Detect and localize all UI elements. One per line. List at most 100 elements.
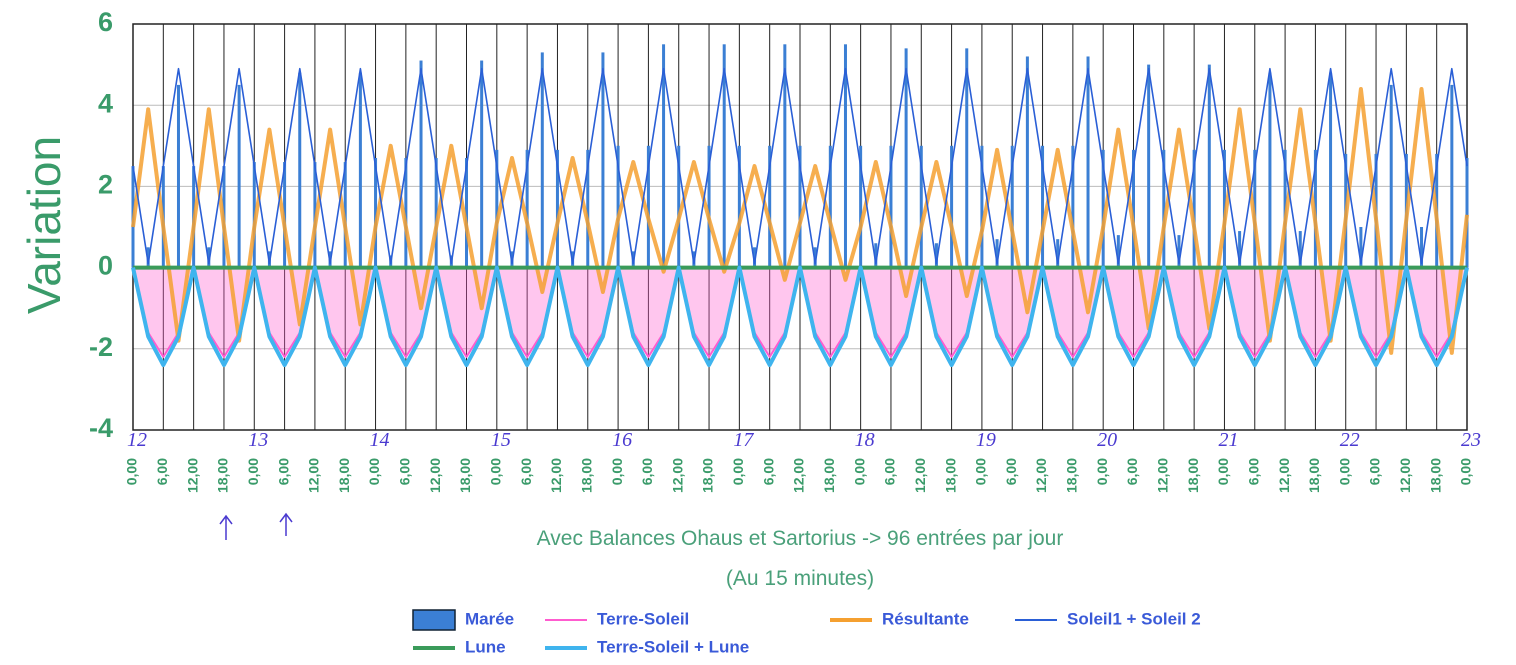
bar bbox=[722, 44, 726, 268]
bar bbox=[465, 157, 468, 268]
x-axis-subtitle: (Au 15 minutes) bbox=[726, 567, 874, 590]
bar bbox=[904, 48, 908, 268]
bar bbox=[1147, 64, 1151, 268]
bar bbox=[601, 52, 605, 268]
bar bbox=[1101, 149, 1105, 268]
bar bbox=[480, 60, 484, 268]
day-label: 21 bbox=[1218, 429, 1238, 451]
x-tick-label: 12,00 bbox=[548, 458, 564, 493]
x-tick-label: 18,00 bbox=[821, 458, 837, 493]
x-tick-label: 0,00 bbox=[1094, 458, 1110, 485]
x-tick-label: 0,00 bbox=[245, 458, 261, 485]
legend-label: Marée bbox=[465, 609, 514, 628]
x-tick-label: 0,00 bbox=[1215, 458, 1231, 485]
bar bbox=[1329, 72, 1333, 268]
bar bbox=[495, 149, 499, 268]
x-tick-label: 6,00 bbox=[1245, 458, 1261, 485]
bar bbox=[176, 84, 180, 268]
x-tick-label: 18,00 bbox=[215, 458, 231, 493]
x-tick-label: 6,00 bbox=[154, 458, 170, 485]
x-tick-label: 0,00 bbox=[1458, 458, 1474, 485]
legend-label: Résultante bbox=[882, 609, 969, 628]
bar bbox=[1177, 235, 1181, 268]
x-tick-label: 18,00 bbox=[1306, 458, 1322, 493]
x-tick-label: 0,00 bbox=[973, 458, 989, 485]
legend-swatch bbox=[412, 609, 456, 631]
y-axis-title: Variation bbox=[18, 136, 70, 314]
y-tick-label: 2 bbox=[98, 170, 113, 200]
x-tick-label: 12,00 bbox=[306, 458, 322, 493]
bar bbox=[146, 247, 150, 268]
x-tick-label: 12,00 bbox=[1397, 458, 1413, 493]
bar bbox=[404, 157, 408, 268]
series-line bbox=[131, 87, 1469, 355]
bar bbox=[995, 239, 999, 268]
bar bbox=[768, 145, 772, 268]
bar bbox=[1025, 56, 1029, 268]
day-label: 15 bbox=[491, 429, 511, 451]
bar bbox=[965, 48, 969, 268]
x-tick-label: 6,00 bbox=[1124, 458, 1140, 485]
legend-label: Soleil1 + Soleil 2 bbox=[1067, 609, 1201, 628]
bar bbox=[237, 84, 241, 268]
bar bbox=[1450, 84, 1454, 268]
x-tick-label: 0,00 bbox=[488, 458, 504, 485]
legend-label: Terre-Soleil + Lune bbox=[597, 637, 749, 656]
bar bbox=[374, 157, 378, 268]
x-tick-label: 12,00 bbox=[427, 458, 443, 493]
annotation-arrows bbox=[219, 512, 293, 540]
x-tick-label: 0,00 bbox=[851, 458, 867, 485]
arrow bbox=[279, 512, 293, 536]
day-label: 22 bbox=[1340, 429, 1360, 451]
bar bbox=[783, 44, 787, 268]
x-tick-label: 18,00 bbox=[700, 458, 716, 493]
bar bbox=[1132, 149, 1135, 268]
bar bbox=[1041, 145, 1045, 268]
bar bbox=[1359, 227, 1363, 268]
bar bbox=[1086, 56, 1090, 268]
x-tick-label: 6,00 bbox=[760, 458, 776, 485]
x-tick-label: 18,00 bbox=[336, 458, 352, 493]
bar bbox=[707, 145, 711, 268]
bar bbox=[1298, 231, 1302, 268]
bar bbox=[737, 145, 741, 268]
bar bbox=[616, 145, 620, 268]
bar bbox=[555, 149, 559, 268]
x-tick-label: 12,00 bbox=[1276, 458, 1292, 493]
bar bbox=[1238, 231, 1242, 268]
bar bbox=[813, 247, 817, 268]
bar bbox=[1207, 64, 1211, 268]
bar bbox=[950, 145, 954, 268]
x-tick-label: 0,00 bbox=[366, 458, 382, 485]
arrow bbox=[219, 514, 233, 540]
x-tick-label: 18,00 bbox=[1185, 458, 1201, 493]
legend-label: Terre-Soleil bbox=[597, 609, 689, 628]
bar bbox=[828, 145, 832, 268]
x-tick-label: 18,00 bbox=[578, 458, 594, 493]
bar bbox=[434, 157, 438, 268]
x-tick-label: 18,00 bbox=[457, 458, 473, 493]
bar bbox=[1071, 145, 1075, 268]
bar bbox=[1056, 239, 1060, 268]
bar bbox=[298, 72, 302, 268]
x-tick-label: 12,00 bbox=[669, 458, 685, 493]
day-label: 13 bbox=[248, 429, 268, 451]
bar bbox=[540, 52, 544, 268]
x-tick-label: 6,00 bbox=[1003, 458, 1019, 485]
x-tick-label: 6,00 bbox=[518, 458, 534, 485]
bar bbox=[980, 145, 984, 268]
x-tick-label: 6,00 bbox=[639, 458, 655, 485]
x-tick-label: 0,00 bbox=[609, 458, 625, 485]
bar bbox=[1465, 157, 1469, 268]
bar bbox=[358, 72, 362, 268]
x-tick-label: 12,00 bbox=[1033, 458, 1049, 493]
bar bbox=[1420, 227, 1424, 268]
y-tick-label: -4 bbox=[89, 413, 113, 443]
series-line bbox=[131, 265, 1469, 367]
day-label: 19 bbox=[976, 429, 996, 451]
bar bbox=[662, 44, 666, 268]
x-tick-label: 18,00 bbox=[1064, 458, 1080, 493]
bar bbox=[1192, 149, 1196, 268]
day-label: 18 bbox=[855, 429, 875, 451]
